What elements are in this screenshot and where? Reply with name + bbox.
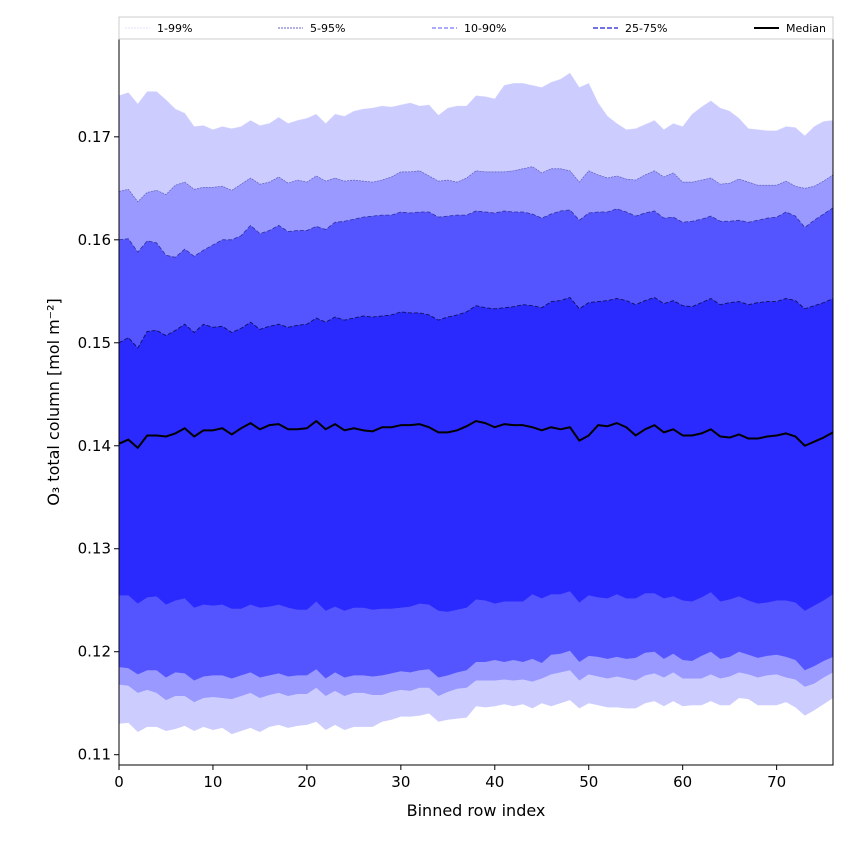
line-p25: [119, 590, 834, 612]
legend-box: [118, 16, 834, 40]
x-tick-label: 60: [673, 773, 692, 791]
legend: 1-99% 5-95% 10-90% 25-75% Median: [118, 16, 834, 40]
line-p99: [118, 72, 834, 137]
legend-label: 10-90%: [464, 22, 506, 35]
median-line: [118, 420, 834, 449]
legend-label: 25-75%: [625, 22, 667, 35]
y-tick-label: 0.17: [78, 128, 111, 146]
y-tick-label: 0.16: [78, 231, 111, 249]
y-tick-label: 0.12: [78, 643, 111, 661]
y-tick-label: 0.14: [78, 437, 111, 455]
legend-label: 1-99%: [157, 22, 192, 35]
legend-label: Median: [786, 22, 826, 35]
x-axis-label: Binned row index: [407, 801, 546, 820]
legend-label: 5-95%: [310, 22, 345, 35]
legend-item-1-99: 1-99%: [125, 22, 192, 35]
y-axis-label: O₃ total column [mol m⁻²]: [44, 298, 63, 506]
line-p75: [118, 296, 834, 349]
x-tick-label: 20: [297, 773, 316, 791]
x-tick-label: 70: [767, 773, 786, 791]
legend-item-25-75: 25-75%: [593, 22, 667, 35]
y-tick-label: 0.11: [78, 746, 111, 764]
legend-item-5-95: 5-95%: [278, 22, 345, 35]
x-axis-ticks: 0 10 20 30 40 50 60 70: [114, 765, 786, 791]
legend-item-10-90: 10-90%: [432, 22, 506, 35]
legend-item-median: Median: [754, 22, 826, 35]
line-p95: [118, 166, 834, 203]
band-25-75: [119, 297, 833, 612]
x-tick-label: 10: [203, 773, 222, 791]
line-p90: [118, 207, 834, 258]
y-axis-ticks: 0.11 0.12 0.13 0.14 0.15 0.16 0.17: [78, 128, 119, 764]
percentile-lines: [118, 72, 834, 612]
x-tick-label: 40: [485, 773, 504, 791]
y-tick-label: 0.13: [78, 540, 111, 558]
x-tick-label: 30: [391, 773, 410, 791]
x-tick-label: 0: [114, 773, 124, 791]
x-tick-label: 50: [579, 773, 598, 791]
percentile-bands: [119, 72, 833, 735]
y-tick-label: 0.15: [78, 334, 111, 352]
